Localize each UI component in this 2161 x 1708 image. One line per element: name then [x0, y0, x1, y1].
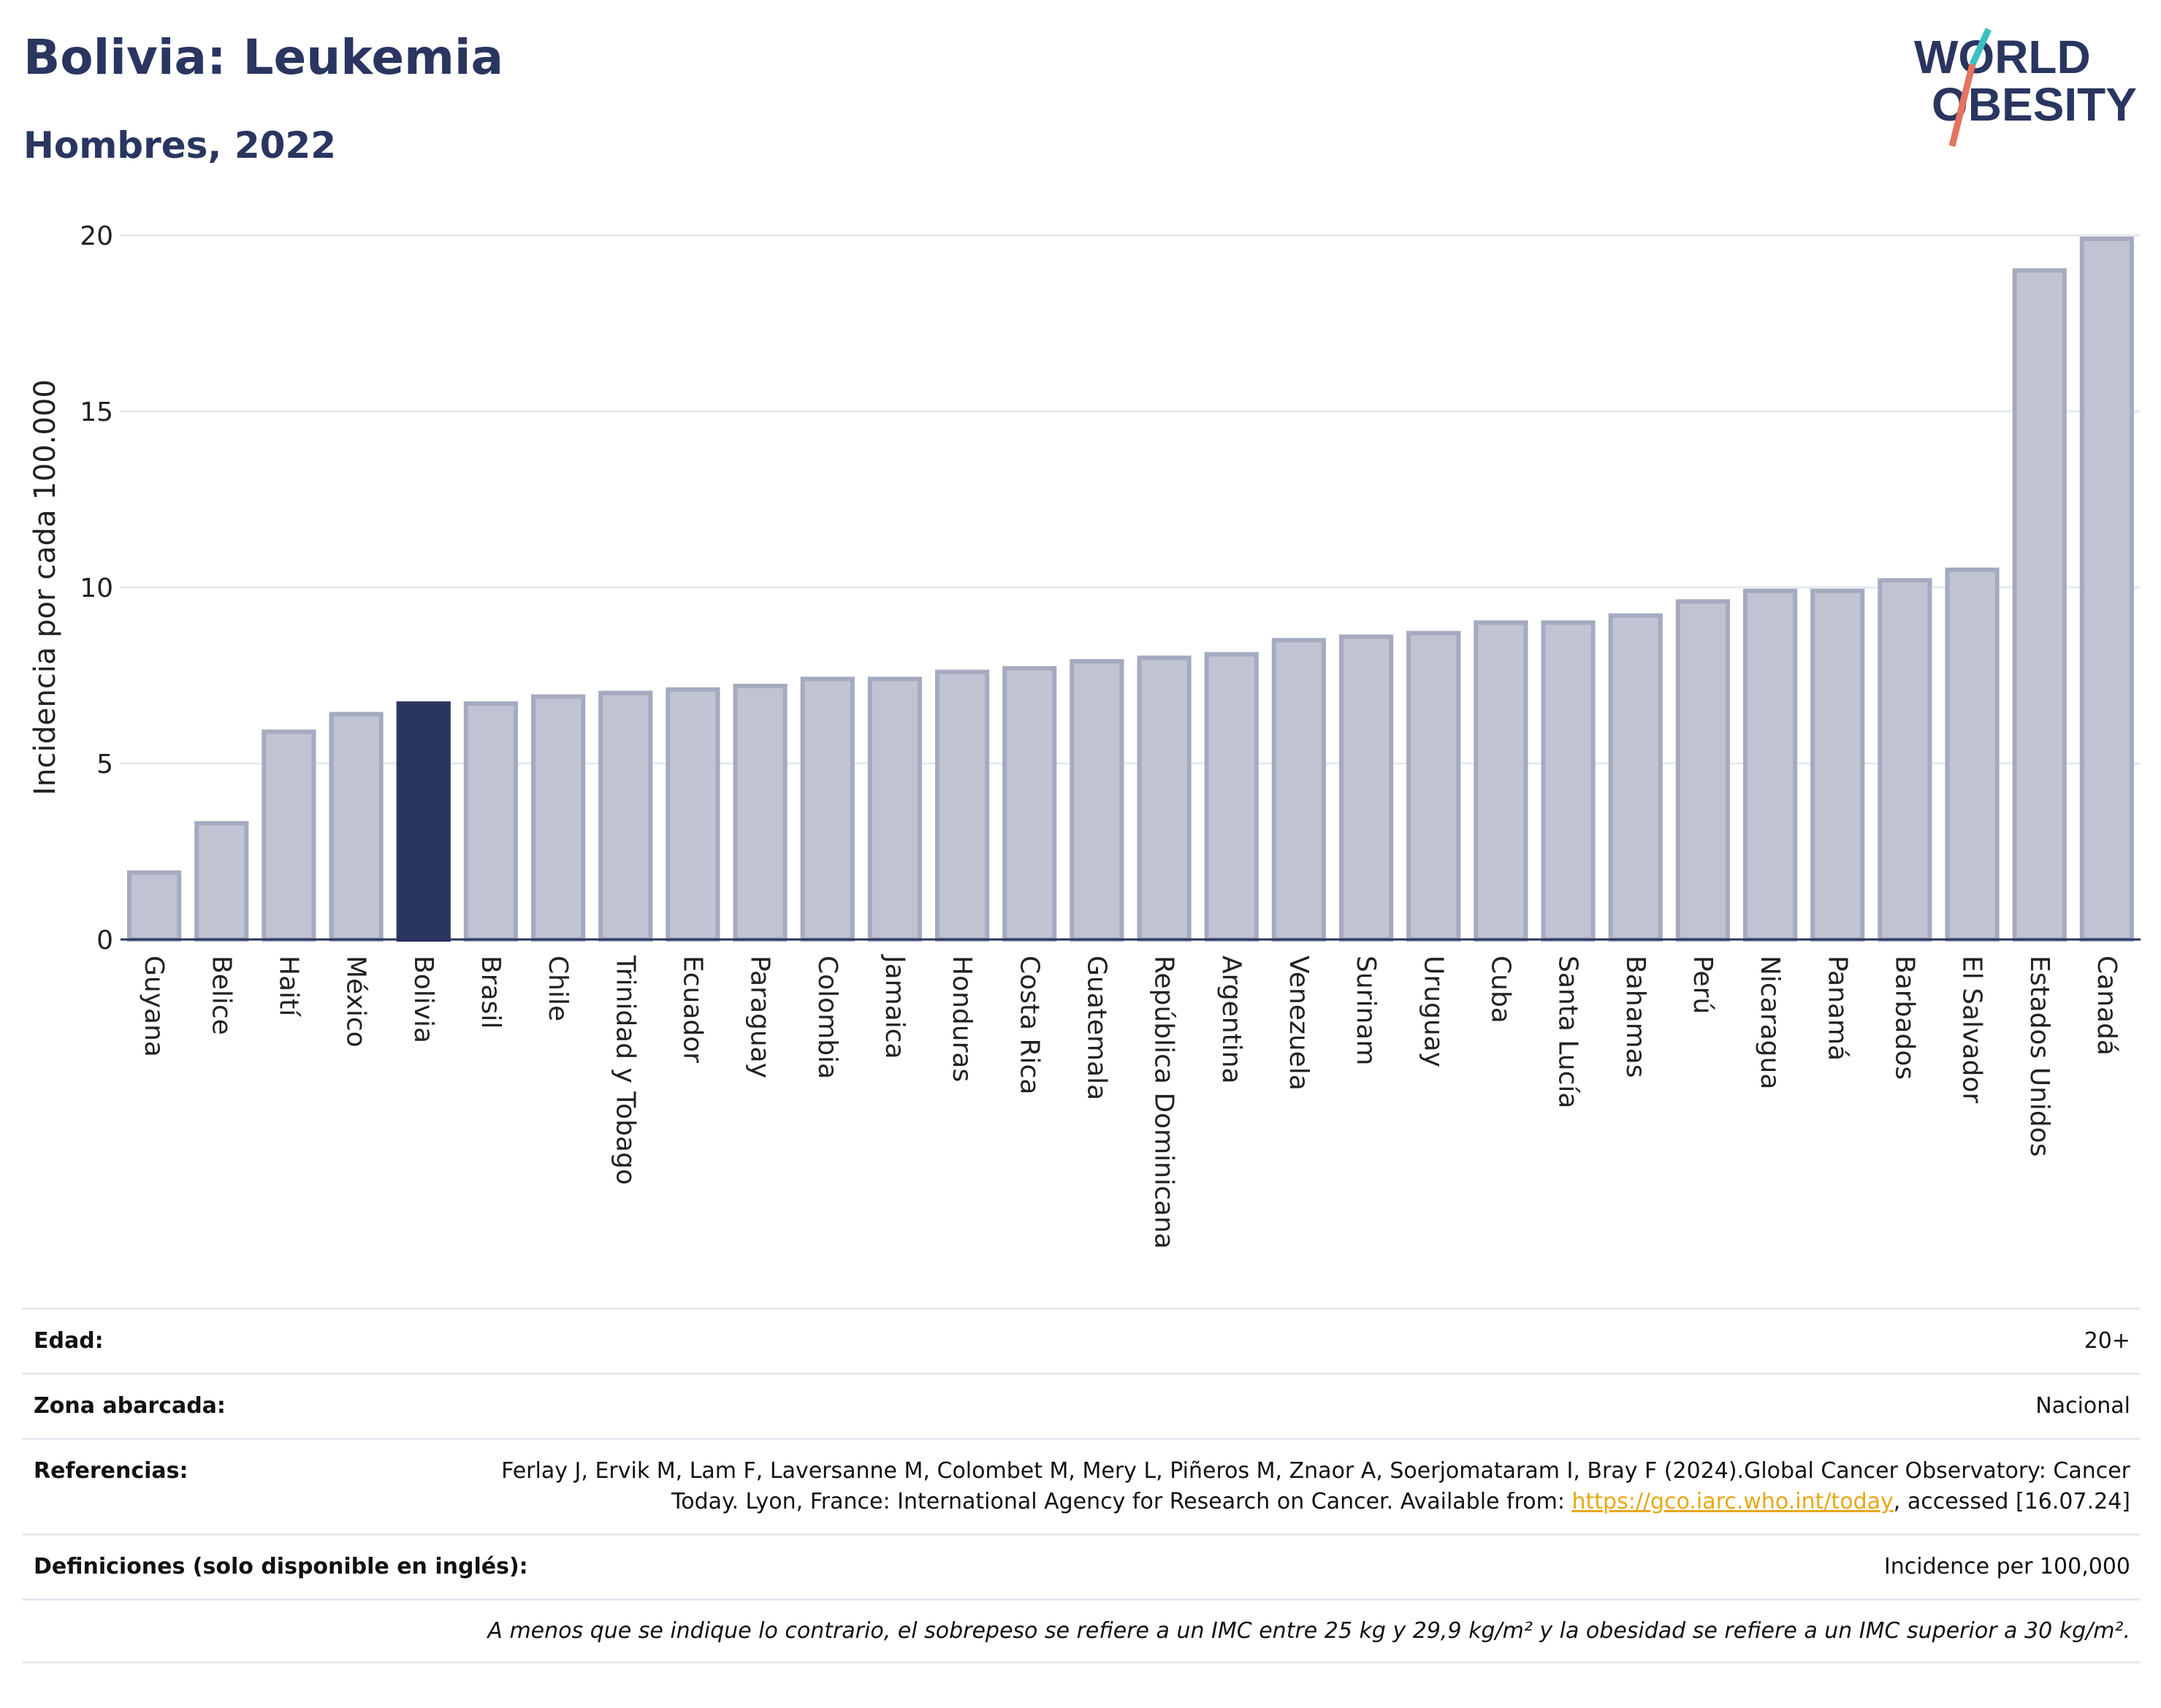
- bar-argentina: [1204, 652, 1259, 942]
- zona-label: Zona abarcada:: [34, 1393, 226, 1419]
- x-tick-label: Barbados: [1889, 956, 1919, 1080]
- x-tick-label: Surinam: [1351, 956, 1381, 1065]
- y-tick-label: 5: [96, 750, 113, 779]
- y-tick-label: 10: [80, 573, 113, 603]
- bar-el-salvador: [1945, 567, 2000, 942]
- x-tick-label: Guyana: [139, 956, 169, 1057]
- x-tick-label: Chile: [543, 956, 573, 1021]
- bar-uruguay: [1406, 630, 1461, 942]
- gridlines: [121, 234, 2141, 765]
- x-tick-label: Haití: [273, 956, 303, 1017]
- meta-row-edad: Edad: 20+: [22, 1308, 2141, 1373]
- zona-value: Nacional: [2035, 1393, 2130, 1419]
- x-tick-label: México: [341, 956, 371, 1048]
- x-tick-label: Honduras: [947, 956, 977, 1082]
- logo-slash-bottom: [1948, 63, 1976, 148]
- bar-perú: [1675, 599, 1731, 942]
- x-tick-label: Nicaragua: [1755, 956, 1785, 1089]
- x-tick-label: Belice: [206, 956, 236, 1035]
- x-tick-label: Panamá: [1822, 956, 1852, 1061]
- x-tick-label: Argentina: [1216, 956, 1246, 1084]
- bar-méxico: [329, 712, 384, 942]
- x-tick-label: Uruguay: [1418, 956, 1448, 1067]
- bar-belice: [194, 820, 249, 942]
- bar-república-dominicana: [1137, 655, 1192, 942]
- logo-slash-top: [1969, 28, 1992, 66]
- ref-value: Ferlay J, Ervik M, Lam F, Laversanne M, …: [450, 1456, 2130, 1517]
- x-tick-label: Paraguay: [745, 956, 775, 1078]
- x-tick-label: Estados Unidos: [2024, 956, 2054, 1157]
- def-value: Incidence per 100,000: [1883, 1554, 2130, 1579]
- meta-row-referencias: Referencias: Ferlay J, Ervik M, Lam F, L…: [22, 1438, 2141, 1533]
- bar-guatemala: [1070, 659, 1124, 942]
- x-tick-label: Bahamas: [1620, 956, 1650, 1078]
- ref-text-1: Ferlay J, Ervik M, Lam F, Laversanne M, …: [501, 1458, 2130, 1514]
- bar-venezuela: [1271, 638, 1327, 942]
- world-obesity-logo: WORLD OBESITY: [1914, 28, 2137, 148]
- x-tick-label: El Salvador: [1957, 956, 1987, 1103]
- bar-ecuador: [666, 687, 720, 942]
- bar-surinam: [1338, 634, 1394, 942]
- x-axis-ticks: Guyana Belice Haití México Bolivia Brasil Chil…: [139, 954, 2122, 1249]
- y-axis-label: Incidencia por cada 100.000: [28, 379, 62, 796]
- ref-label: Referencias:: [34, 1458, 188, 1484]
- x-tick-label: Venezuela: [1284, 956, 1314, 1091]
- x-tick-label: Trinidad y Tobago: [610, 955, 640, 1185]
- meta-row-definiciones: Definiciones (solo disponible en inglés)…: [22, 1533, 2141, 1598]
- bar-paraguay: [733, 683, 788, 942]
- bar-chart: 0 5 10 15 20 Guyana Belice Haití México Bolivia B…: [28, 221, 2141, 1249]
- meta-row-zona: Zona abarcada: Nacional: [22, 1373, 2141, 1438]
- x-tick-label: Guatemala: [1081, 956, 1111, 1100]
- ref-text-2: , accessed [16.07.24]: [1893, 1489, 2130, 1514]
- bar-panamá: [1810, 588, 1865, 942]
- bar-bolivia: [396, 701, 451, 942]
- chart-subtitle: Hombres, 2022: [23, 124, 336, 167]
- bar-bahamas: [1608, 613, 1663, 942]
- def-label: Definiciones (solo disponible en inglés)…: [34, 1554, 528, 1579]
- footnote: A menos que se indique lo contrario, el …: [22, 1598, 2141, 1663]
- bar-estados-unidos: [2012, 268, 2067, 942]
- bar-brasil: [463, 701, 519, 942]
- y-tick-label: 20: [80, 221, 113, 251]
- y-axis-ticks: 0 5 10 15 20: [80, 221, 113, 956]
- logo-line1: WORLD: [1914, 31, 2091, 83]
- bar-trinidad-y-tobago: [598, 690, 653, 942]
- x-tick-label: República Dominicana: [1149, 956, 1179, 1249]
- chart-title: Bolivia: Leukemia: [23, 29, 504, 85]
- y-tick-label: 0: [96, 926, 113, 956]
- bar-honduras: [934, 669, 990, 942]
- x-tick-label: Jamaica: [880, 954, 910, 1059]
- x-tick-label: Colombia: [812, 956, 842, 1079]
- x-tick-label: Bolivia: [408, 956, 438, 1043]
- edad-value: 20+: [2084, 1328, 2130, 1354]
- x-tick-label: Cuba: [1485, 956, 1515, 1023]
- metadata-table: Edad: 20+ Zona abarcada: Nacional Refere…: [22, 1308, 2141, 1663]
- bar-jamaica: [867, 676, 923, 942]
- y-tick-label: 15: [80, 397, 113, 427]
- bar-barbados: [1878, 578, 1932, 942]
- bars: [126, 236, 2135, 942]
- x-tick-label: Costa Rica: [1014, 956, 1044, 1094]
- bar-chile: [530, 694, 586, 942]
- bar-haití: [262, 729, 316, 942]
- x-tick-label: Canadá: [2092, 956, 2122, 1056]
- ref-link[interactable]: https://gco.iarc.who.int/today: [1571, 1489, 1894, 1514]
- bar-santa-lucía: [1541, 620, 1596, 942]
- bar-nicaragua: [1742, 588, 1798, 942]
- bar-guyana: [126, 870, 182, 942]
- bar-cuba: [1474, 620, 1528, 942]
- edad-label: Edad:: [34, 1328, 104, 1354]
- x-tick-label: Santa Lucía: [1553, 956, 1583, 1108]
- x-tick-label: Ecuador: [677, 956, 707, 1063]
- x-tick-label: Brasil: [476, 956, 506, 1029]
- bar-costa-rica: [1002, 666, 1057, 942]
- x-tick-label: Perú: [1688, 956, 1718, 1014]
- bar-canadá: [2079, 236, 2135, 942]
- bar-colombia: [800, 676, 855, 942]
